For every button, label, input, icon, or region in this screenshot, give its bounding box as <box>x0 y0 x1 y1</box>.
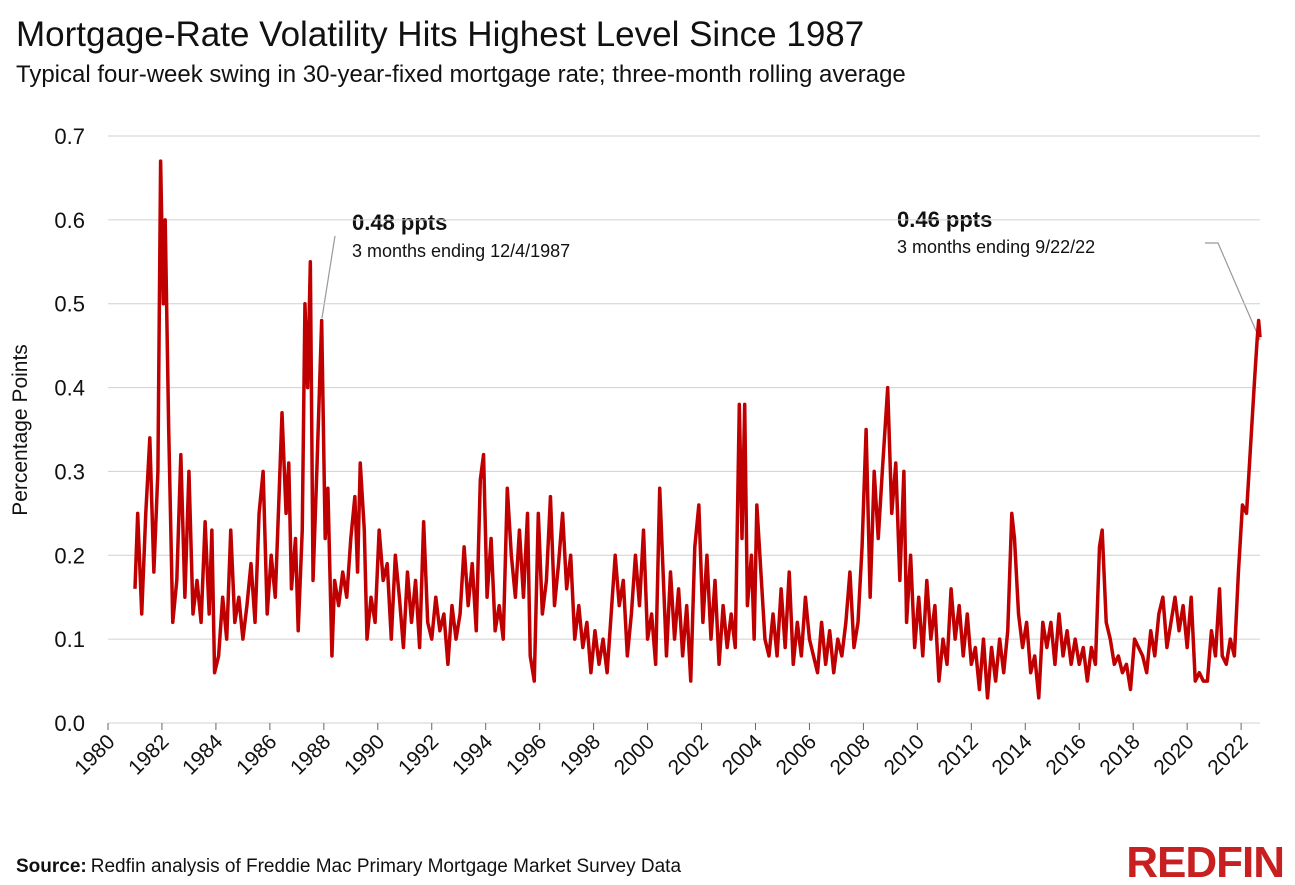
chart-subtitle: Typical four-week swing in 30-year-fixed… <box>16 61 906 88</box>
y-axis-label: Percentage Points <box>9 344 32 516</box>
source: Source: Redfin analysis of Freddie Mac Pr… <box>16 856 681 877</box>
y-tick-label: 0.5 <box>54 292 85 317</box>
source-label: Source: <box>16 856 87 877</box>
data-line <box>133 159 1262 700</box>
logo: REDFIN <box>1126 838 1284 885</box>
y-tick-label: 0.6 <box>54 208 85 233</box>
annotation-text: 3 months ending 9/22/22 <box>897 237 1095 257</box>
annotation-pointer <box>321 235 336 319</box>
y-tick-label: 0.2 <box>54 543 85 568</box>
y-tick-label: 0.3 <box>54 459 85 484</box>
y-tick-label: 0.0 <box>54 711 85 736</box>
annotation-text: 3 months ending 12/4/1987 <box>352 241 570 261</box>
y-tick-label: 0.1 <box>54 627 85 652</box>
annotation-label: 0.48 ppts <box>352 210 447 235</box>
source-text: Redfin analysis of Freddie Mac Primary M… <box>91 856 682 877</box>
annotation-pointer <box>1205 242 1261 341</box>
chart-title: Mortgage-Rate Volatility Hits Highest Le… <box>16 15 864 54</box>
y-tick-label: 0.7 <box>54 124 85 149</box>
y-tick-label: 0.4 <box>54 376 85 401</box>
